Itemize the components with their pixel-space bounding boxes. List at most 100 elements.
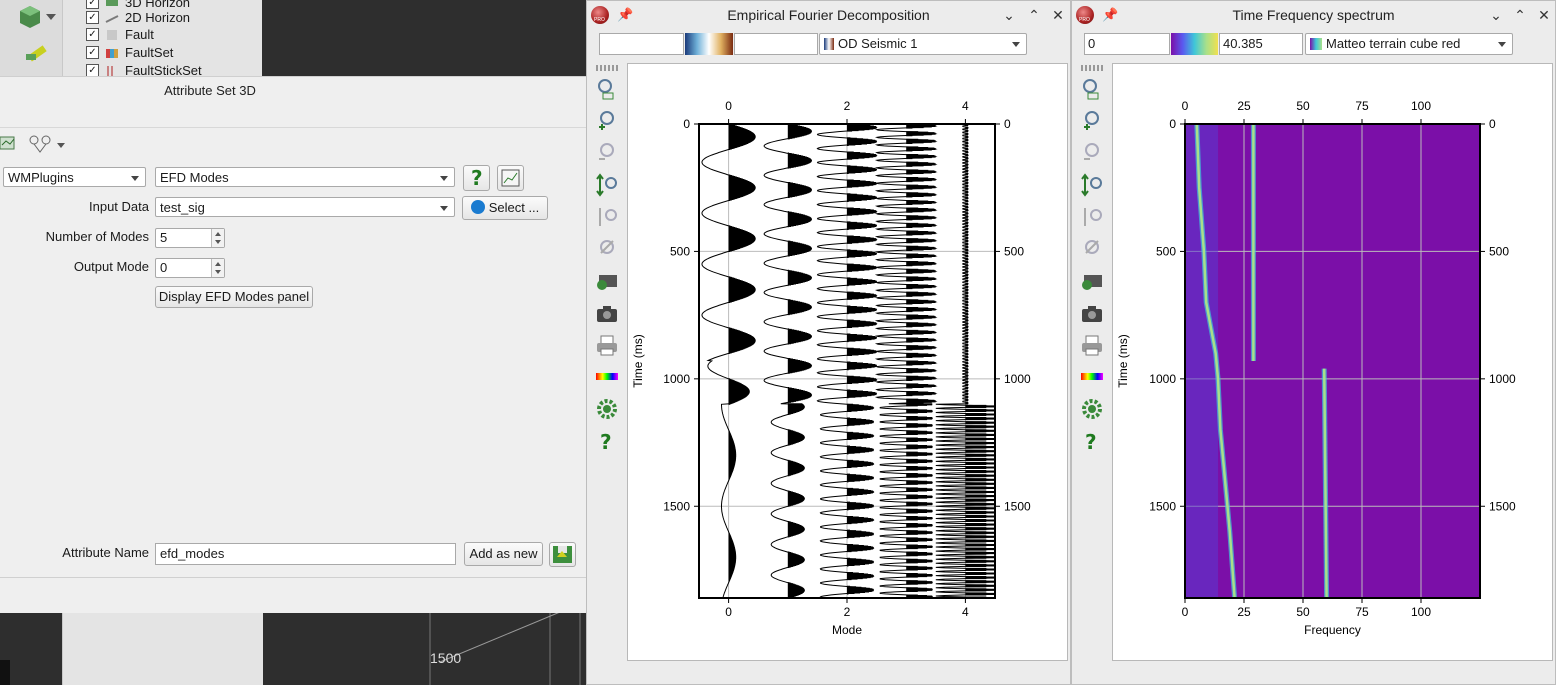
close-icon[interactable]: ✕ [1538,7,1550,23]
checkbox[interactable]: ✓ [86,11,99,24]
colorbar-preview[interactable] [1171,33,1218,55]
pin-icon[interactable]: 📌 [617,7,634,22]
zoom-fit-icon[interactable] [1080,77,1104,101]
tree-tool-icon[interactable] [28,135,52,155]
colortable-name: Matteo terrain cube red [1326,36,1461,51]
toolbar-grip[interactable] [596,65,618,71]
tree-item-2d-horizon[interactable]: ✓ 2D Horizon [86,9,190,26]
select-button-label: Select ... [488,200,540,215]
number-of-modes-spinbox[interactable]: 5 [155,228,225,248]
attribute-tool-icon[interactable] [0,135,18,153]
clip-max-field[interactable]: 40.385 [1219,33,1303,55]
colortable-icon[interactable] [595,365,619,389]
input-data-combo[interactable]: test_sig [155,197,455,217]
tree-item-fault[interactable]: ✓ Fault [86,26,154,43]
clip-min-field[interactable]: 0 [1084,33,1170,55]
svg-text:?: ? [471,166,483,190]
spin-arrows[interactable] [211,259,224,277]
opendtect-pro-icon [591,6,609,24]
x-tick-label-top: 100 [1411,99,1431,113]
plot-border [698,123,996,599]
zoom-out-icon[interactable] [1080,141,1104,165]
vertical-zoom-in-icon[interactable] [1080,173,1104,197]
colortable-combo[interactable]: Matteo terrain cube red [1305,33,1513,55]
efd-wiggle-chart[interactable]: 0 0 500 500 1000 1000 1500 1500 0 0 2 2 4 4 Mode Time (… [628,64,1067,660]
x-tick-label-top: 0 [725,99,732,113]
zoom-out-icon[interactable] [595,141,619,165]
x-tick-label-top: 4 [962,99,969,113]
efd-plot-frame: 0 0 500 500 1000 1000 1500 1500 0 0 2 2 4 4 Mode Time (… [627,63,1068,661]
clip-max-value: 40.385 [1223,36,1263,51]
chevron-up-icon[interactable]: ⌃ [1514,7,1526,23]
camera-icon[interactable] [595,301,619,325]
dropdown-arrow-icon[interactable] [46,14,56,22]
checkbox[interactable]: ✓ [86,46,99,59]
x-tick-label-top: 25 [1237,99,1251,113]
fault-icon [107,29,117,40]
zoom-fit-icon[interactable] [595,77,619,101]
dropdown-arrow-icon[interactable] [57,143,65,149]
attribute-name-value[interactable]: efd_modes [160,546,225,561]
attribute-type-combo[interactable]: EFD Modes [155,167,455,187]
attribute-name-label: Attribute Name [62,545,149,560]
divider [0,577,586,578]
x-tick-label: 100 [1411,605,1431,619]
attribute-set-dialog: Attribute Set 3D WMPlugins EFD Modes ? I… [0,76,586,613]
zoom-cancel-icon[interactable] [595,237,619,261]
tree-item-3d-horizon[interactable]: ✓ 3D Horizon [86,0,190,11]
colortable-swatch [1310,38,1322,50]
colortable-icon[interactable] [1080,365,1104,389]
faultstick-icon [107,65,113,77]
plugin-combo[interactable]: WMPlugins [3,167,146,187]
zoom-in-icon[interactable] [595,109,619,133]
tree-item-faultset[interactable]: ✓ FaultSet [86,44,173,61]
checkbox[interactable]: ✓ [86,28,99,41]
colorbar-preview[interactable] [685,33,733,55]
settings-gear-icon[interactable] [1080,397,1104,421]
add-as-new-button[interactable]: Add as new [464,542,543,566]
vertical-zoom-out-icon[interactable] [1080,205,1104,229]
display-mode-icon[interactable] [595,269,619,293]
vertical-zoom-in-icon[interactable] [595,173,619,197]
pen-icon[interactable] [24,38,50,64]
help-icon[interactable]: ? [595,429,619,453]
chevron-up-icon[interactable]: ⌃ [1028,7,1040,23]
help-button[interactable]: ? [463,165,490,191]
print-icon[interactable] [1080,333,1104,357]
input-data-value: test_sig [160,200,205,215]
clip-min-field[interactable] [599,33,684,55]
camera-icon[interactable] [1080,301,1104,325]
chevron-down-icon[interactable]: ⌄ [1003,7,1015,23]
save-attribute-button[interactable] [549,542,576,567]
output-mode-spinbox[interactable]: 0 [155,258,225,278]
zoom-cancel-icon[interactable] [1080,237,1104,261]
color-controls: OD Seismic 1 [587,29,1070,61]
display-mode-icon[interactable] [1080,269,1104,293]
close-icon[interactable]: ✕ [1052,7,1064,23]
toolbar-grip[interactable] [1081,65,1103,71]
heatmap-background [1185,124,1480,598]
number-of-modes-label: Number of Modes [45,229,149,244]
y-tick-label: 1500 [1149,499,1176,513]
settings-gear-icon[interactable] [595,397,619,421]
tree-item-faultstickset[interactable]: ✓ FaultStickSet [86,62,202,79]
vertical-zoom-out-icon[interactable] [595,205,619,229]
chevron-down-icon[interactable]: ⌄ [1490,7,1502,23]
select-input-button[interactable]: Select ... [462,196,548,220]
pin-icon[interactable]: 📌 [1102,7,1119,22]
colortable-swatch [824,38,834,50]
spin-arrows[interactable] [211,229,224,247]
zoom-in-icon[interactable] [1080,109,1104,133]
color-controls: 0 40.385 Matteo terrain cube red [1072,29,1555,61]
attribute-info-button[interactable] [497,165,524,191]
print-icon[interactable] [595,333,619,357]
colortable-combo[interactable]: OD Seismic 1 [819,33,1027,55]
clip-max-field[interactable] [734,33,818,55]
cube-icon[interactable] [18,4,42,30]
display-efd-modes-button[interactable]: Display EFD Modes panel [155,286,313,308]
horizon-2d-icon [105,14,119,23]
y-axis-label: Time (ms) [631,334,645,388]
checkbox[interactable]: ✓ [86,0,99,9]
help-icon[interactable]: ? [1080,429,1104,453]
